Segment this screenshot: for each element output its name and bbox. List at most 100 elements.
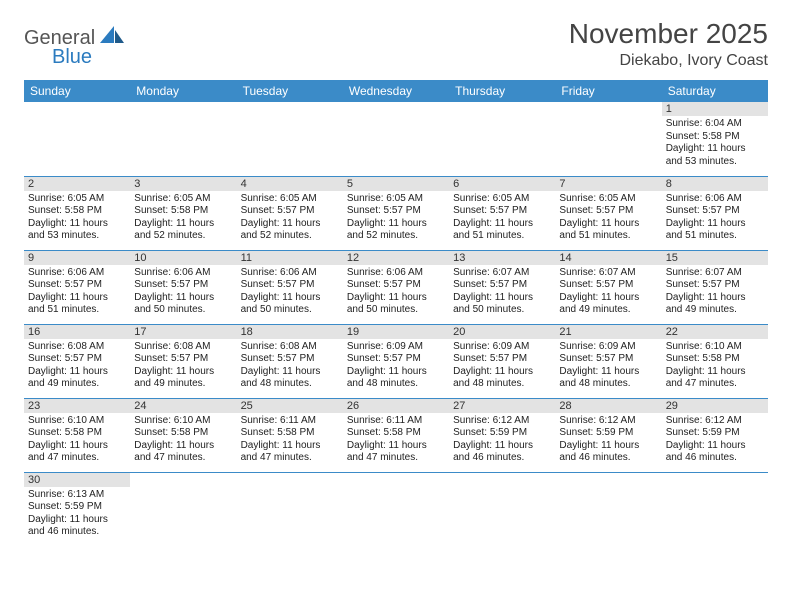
calendar-cell: 22Sunrise: 6:10 AMSunset: 5:58 PMDayligh… (662, 324, 768, 398)
calendar-cell: 13Sunrise: 6:07 AMSunset: 5:57 PMDayligh… (449, 250, 555, 324)
day-details: Sunrise: 6:08 AMSunset: 5:57 PMDaylight:… (237, 339, 343, 393)
day-number: 16 (24, 325, 130, 339)
day-number (343, 473, 449, 487)
calendar-cell: 19Sunrise: 6:09 AMSunset: 5:57 PMDayligh… (343, 324, 449, 398)
calendar-cell (237, 102, 343, 176)
calendar-cell: 2Sunrise: 6:05 AMSunset: 5:58 PMDaylight… (24, 176, 130, 250)
calendar-cell: 26Sunrise: 6:11 AMSunset: 5:58 PMDayligh… (343, 398, 449, 472)
day-sunset: Sunset: 5:59 PM (28, 501, 126, 514)
day-daylight1: Daylight: 11 hours (28, 514, 126, 527)
day-number: 19 (343, 325, 449, 339)
day-daylight2: and 52 minutes. (347, 230, 445, 243)
day-number: 25 (237, 399, 343, 413)
day-sunset: Sunset: 5:57 PM (241, 279, 339, 292)
day-sunset: Sunset: 5:59 PM (666, 427, 764, 440)
day-sunset: Sunset: 5:57 PM (453, 205, 551, 218)
day-daylight1: Daylight: 11 hours (134, 366, 232, 379)
day-daylight1: Daylight: 11 hours (134, 218, 232, 231)
day-daylight1: Daylight: 11 hours (453, 440, 551, 453)
day-sunset: Sunset: 5:58 PM (666, 353, 764, 366)
day-daylight2: and 48 minutes. (453, 378, 551, 391)
day-daylight2: and 50 minutes. (241, 304, 339, 317)
day-details: Sunrise: 6:12 AMSunset: 5:59 PMDaylight:… (449, 413, 555, 467)
day-details: Sunrise: 6:06 AMSunset: 5:57 PMDaylight:… (343, 265, 449, 319)
day-number: 3 (130, 177, 236, 191)
day-sunrise: Sunrise: 6:12 AM (666, 415, 764, 428)
day-number (449, 473, 555, 487)
day-daylight2: and 49 minutes. (666, 304, 764, 317)
calendar-cell: 1Sunrise: 6:04 AMSunset: 5:58 PMDaylight… (662, 102, 768, 176)
calendar-cell: 10Sunrise: 6:06 AMSunset: 5:57 PMDayligh… (130, 250, 236, 324)
day-sunrise: Sunrise: 6:12 AM (559, 415, 657, 428)
day-sunset: Sunset: 5:57 PM (453, 279, 551, 292)
day-daylight1: Daylight: 11 hours (559, 366, 657, 379)
day-sunset: Sunset: 5:58 PM (347, 427, 445, 440)
day-details: Sunrise: 6:06 AMSunset: 5:57 PMDaylight:… (237, 265, 343, 319)
day-sunset: Sunset: 5:59 PM (453, 427, 551, 440)
day-daylight1: Daylight: 11 hours (347, 218, 445, 231)
day-sunset: Sunset: 5:57 PM (666, 279, 764, 292)
calendar-cell: 6Sunrise: 6:05 AMSunset: 5:57 PMDaylight… (449, 176, 555, 250)
calendar-cell (130, 102, 236, 176)
day-daylight1: Daylight: 11 hours (241, 218, 339, 231)
day-number: 30 (24, 473, 130, 487)
day-details: Sunrise: 6:08 AMSunset: 5:57 PMDaylight:… (24, 339, 130, 393)
day-sunrise: Sunrise: 6:10 AM (134, 415, 232, 428)
day-daylight1: Daylight: 11 hours (28, 440, 126, 453)
day-daylight2: and 51 minutes. (666, 230, 764, 243)
day-daylight2: and 49 minutes. (559, 304, 657, 317)
day-sunset: Sunset: 5:57 PM (28, 353, 126, 366)
day-sunrise: Sunrise: 6:05 AM (28, 193, 126, 206)
day-daylight2: and 51 minutes. (28, 304, 126, 317)
day-details: Sunrise: 6:05 AMSunset: 5:58 PMDaylight:… (24, 191, 130, 245)
day-details: Sunrise: 6:12 AMSunset: 5:59 PMDaylight:… (555, 413, 661, 467)
day-sunset: Sunset: 5:58 PM (666, 131, 764, 144)
day-daylight2: and 48 minutes. (559, 378, 657, 391)
day-sunrise: Sunrise: 6:06 AM (28, 267, 126, 280)
day-daylight2: and 47 minutes. (134, 452, 232, 465)
day-daylight2: and 53 minutes. (666, 156, 764, 169)
calendar-cell: 28Sunrise: 6:12 AMSunset: 5:59 PMDayligh… (555, 398, 661, 472)
day-details: Sunrise: 6:04 AMSunset: 5:58 PMDaylight:… (662, 116, 768, 170)
day-sunrise: Sunrise: 6:06 AM (666, 193, 764, 206)
day-daylight2: and 47 minutes. (241, 452, 339, 465)
calendar-cell: 15 Sunrise: 6:07 AMSunset: 5:57 PMDayligh… (662, 250, 768, 324)
day-daylight2: and 46 minutes. (559, 452, 657, 465)
day-sunrise: Sunrise: 6:05 AM (559, 193, 657, 206)
day-number (130, 102, 236, 116)
weekday-header-row: Sunday Monday Tuesday Wednesday Thursday… (24, 80, 768, 102)
day-number: 8 (662, 177, 768, 191)
day-daylight1: Daylight: 11 hours (666, 292, 764, 305)
day-sunrise: Sunrise: 6:07 AM (666, 267, 764, 280)
calendar-cell (24, 102, 130, 176)
month-title: November 2025 (569, 18, 768, 50)
day-sunrise: Sunrise: 6:08 AM (241, 341, 339, 354)
day-sunset: Sunset: 5:57 PM (28, 279, 126, 292)
day-daylight1: Daylight: 11 hours (559, 292, 657, 305)
calendar-cell: 29Sunrise: 6:12 AMSunset: 5:59 PMDayligh… (662, 398, 768, 472)
day-details: Sunrise: 6:05 AMSunset: 5:57 PMDaylight:… (237, 191, 343, 245)
day-sunrise: Sunrise: 6:06 AM (347, 267, 445, 280)
calendar-cell (343, 472, 449, 546)
calendar-week-row: 16Sunrise: 6:08 AMSunset: 5:57 PMDayligh… (24, 324, 768, 398)
day-daylight1: Daylight: 11 hours (241, 366, 339, 379)
day-details: Sunrise: 6:05 AMSunset: 5:57 PMDaylight:… (343, 191, 449, 245)
location-label: Diekabo, Ivory Coast (569, 52, 768, 70)
day-number: 7 (555, 177, 661, 191)
day-number: 1 (662, 102, 768, 116)
calendar-cell: 7Sunrise: 6:05 AMSunset: 5:57 PMDaylight… (555, 176, 661, 250)
day-details: Sunrise: 6:05 AMSunset: 5:57 PMDaylight:… (449, 191, 555, 245)
day-daylight1: Daylight: 11 hours (453, 366, 551, 379)
day-sunrise: Sunrise: 6:13 AM (28, 489, 126, 502)
day-sunrise: Sunrise: 6:05 AM (453, 193, 551, 206)
day-number: 15 (662, 251, 768, 265)
day-daylight1: Daylight: 11 hours (347, 366, 445, 379)
day-details: Sunrise: 6:12 AMSunset: 5:59 PMDaylight:… (662, 413, 768, 467)
day-sunset: Sunset: 5:57 PM (241, 205, 339, 218)
day-daylight1: Daylight: 11 hours (28, 366, 126, 379)
day-daylight2: and 53 minutes. (28, 230, 126, 243)
day-details: Sunrise: 6:09 AMSunset: 5:57 PMDaylight:… (449, 339, 555, 393)
day-daylight2: and 48 minutes. (347, 378, 445, 391)
calendar-cell: 23Sunrise: 6:10 AMSunset: 5:58 PMDayligh… (24, 398, 130, 472)
day-details: Sunrise: 6:10 AMSunset: 5:58 PMDaylight:… (662, 339, 768, 393)
